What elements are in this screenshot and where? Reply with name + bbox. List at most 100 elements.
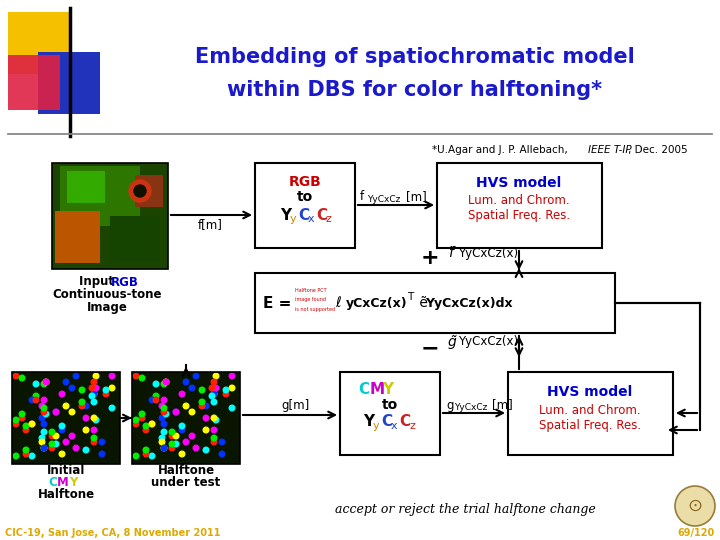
Circle shape: [169, 429, 175, 435]
Circle shape: [23, 423, 29, 429]
Text: RGB: RGB: [289, 175, 321, 189]
Text: Halftone: Halftone: [158, 463, 215, 476]
Circle shape: [159, 403, 165, 409]
Text: C: C: [298, 207, 309, 222]
Bar: [52, 163, 168, 269]
Circle shape: [13, 453, 19, 459]
Circle shape: [161, 397, 167, 403]
Circle shape: [99, 439, 105, 445]
Bar: [110, 216, 160, 262]
Circle shape: [93, 417, 99, 423]
Circle shape: [179, 391, 185, 397]
Text: image found: image found: [295, 298, 326, 302]
Circle shape: [161, 421, 167, 427]
Circle shape: [59, 451, 65, 457]
Circle shape: [23, 447, 29, 453]
Bar: [8, 12, 70, 74]
Circle shape: [159, 439, 165, 445]
Text: Y: Y: [382, 382, 393, 397]
Circle shape: [49, 433, 55, 439]
Circle shape: [169, 433, 175, 439]
Circle shape: [211, 439, 217, 445]
Circle shape: [143, 451, 149, 457]
Circle shape: [53, 433, 59, 439]
Text: M: M: [370, 382, 385, 397]
Circle shape: [84, 427, 89, 433]
Text: Continuous-tone: Continuous-tone: [53, 288, 162, 301]
Circle shape: [23, 427, 29, 433]
Circle shape: [19, 411, 24, 417]
Text: −: −: [420, 338, 439, 358]
Circle shape: [193, 445, 199, 451]
Circle shape: [161, 445, 167, 451]
Circle shape: [149, 421, 155, 427]
Text: C: C: [316, 207, 327, 222]
Text: [m]: [m]: [406, 191, 427, 204]
Text: Embedding of spatiochromatic model: Embedding of spatiochromatic model: [195, 47, 635, 67]
Circle shape: [109, 385, 114, 391]
Circle shape: [203, 403, 209, 409]
Text: +: +: [420, 248, 439, 268]
Circle shape: [79, 399, 85, 405]
Text: Lum. and Chrom.: Lum. and Chrom.: [468, 193, 570, 206]
Circle shape: [19, 415, 24, 421]
Text: Y: Y: [280, 207, 291, 222]
Circle shape: [161, 405, 167, 411]
Circle shape: [199, 387, 204, 393]
Circle shape: [30, 421, 35, 427]
Circle shape: [33, 397, 39, 403]
Circle shape: [69, 385, 75, 391]
Circle shape: [183, 439, 189, 445]
Circle shape: [213, 373, 219, 379]
Circle shape: [41, 405, 47, 411]
Circle shape: [84, 415, 89, 421]
Circle shape: [163, 411, 168, 417]
Circle shape: [73, 445, 78, 451]
Circle shape: [193, 373, 199, 379]
Circle shape: [133, 453, 139, 459]
Circle shape: [63, 439, 69, 445]
Circle shape: [39, 415, 45, 421]
Text: YyCxCz(x)dx: YyCxCz(x)dx: [425, 296, 513, 309]
Circle shape: [153, 381, 159, 387]
Text: ẽ: ẽ: [415, 296, 428, 310]
Text: [m]: [m]: [492, 399, 513, 411]
Circle shape: [84, 403, 89, 409]
Bar: [55, 211, 100, 263]
Circle shape: [139, 411, 145, 417]
Text: , Dec. 2005: , Dec. 2005: [628, 145, 688, 155]
Circle shape: [211, 391, 217, 397]
Text: *U.Agar and J. P. Allebach,: *U.Agar and J. P. Allebach,: [432, 145, 571, 155]
Circle shape: [23, 451, 29, 457]
Circle shape: [84, 447, 89, 453]
Circle shape: [53, 441, 59, 447]
Circle shape: [159, 435, 165, 441]
Circle shape: [91, 427, 96, 433]
Circle shape: [39, 435, 45, 441]
Text: under test: under test: [151, 476, 220, 489]
Circle shape: [49, 445, 55, 451]
Text: g: g: [446, 399, 454, 411]
Circle shape: [189, 385, 195, 391]
Text: f: f: [360, 191, 364, 204]
Circle shape: [43, 411, 49, 417]
Text: HVS model: HVS model: [547, 385, 633, 399]
Text: RGB: RGB: [111, 275, 139, 288]
Circle shape: [89, 393, 95, 399]
Circle shape: [41, 445, 47, 451]
Circle shape: [143, 447, 149, 453]
Text: YyCxCz(x): YyCxCz(x): [458, 246, 518, 260]
Circle shape: [129, 180, 151, 202]
Circle shape: [179, 451, 185, 457]
Circle shape: [211, 391, 217, 397]
Circle shape: [675, 486, 715, 526]
Circle shape: [91, 439, 96, 445]
Text: is not supported: is not supported: [295, 307, 335, 312]
Circle shape: [183, 379, 189, 385]
Bar: [132, 372, 240, 464]
Bar: [8, 55, 60, 110]
Circle shape: [213, 417, 219, 423]
Text: YyCxCz: YyCxCz: [454, 402, 487, 411]
Text: x: x: [308, 214, 315, 224]
Text: g̃: g̃: [448, 335, 456, 349]
